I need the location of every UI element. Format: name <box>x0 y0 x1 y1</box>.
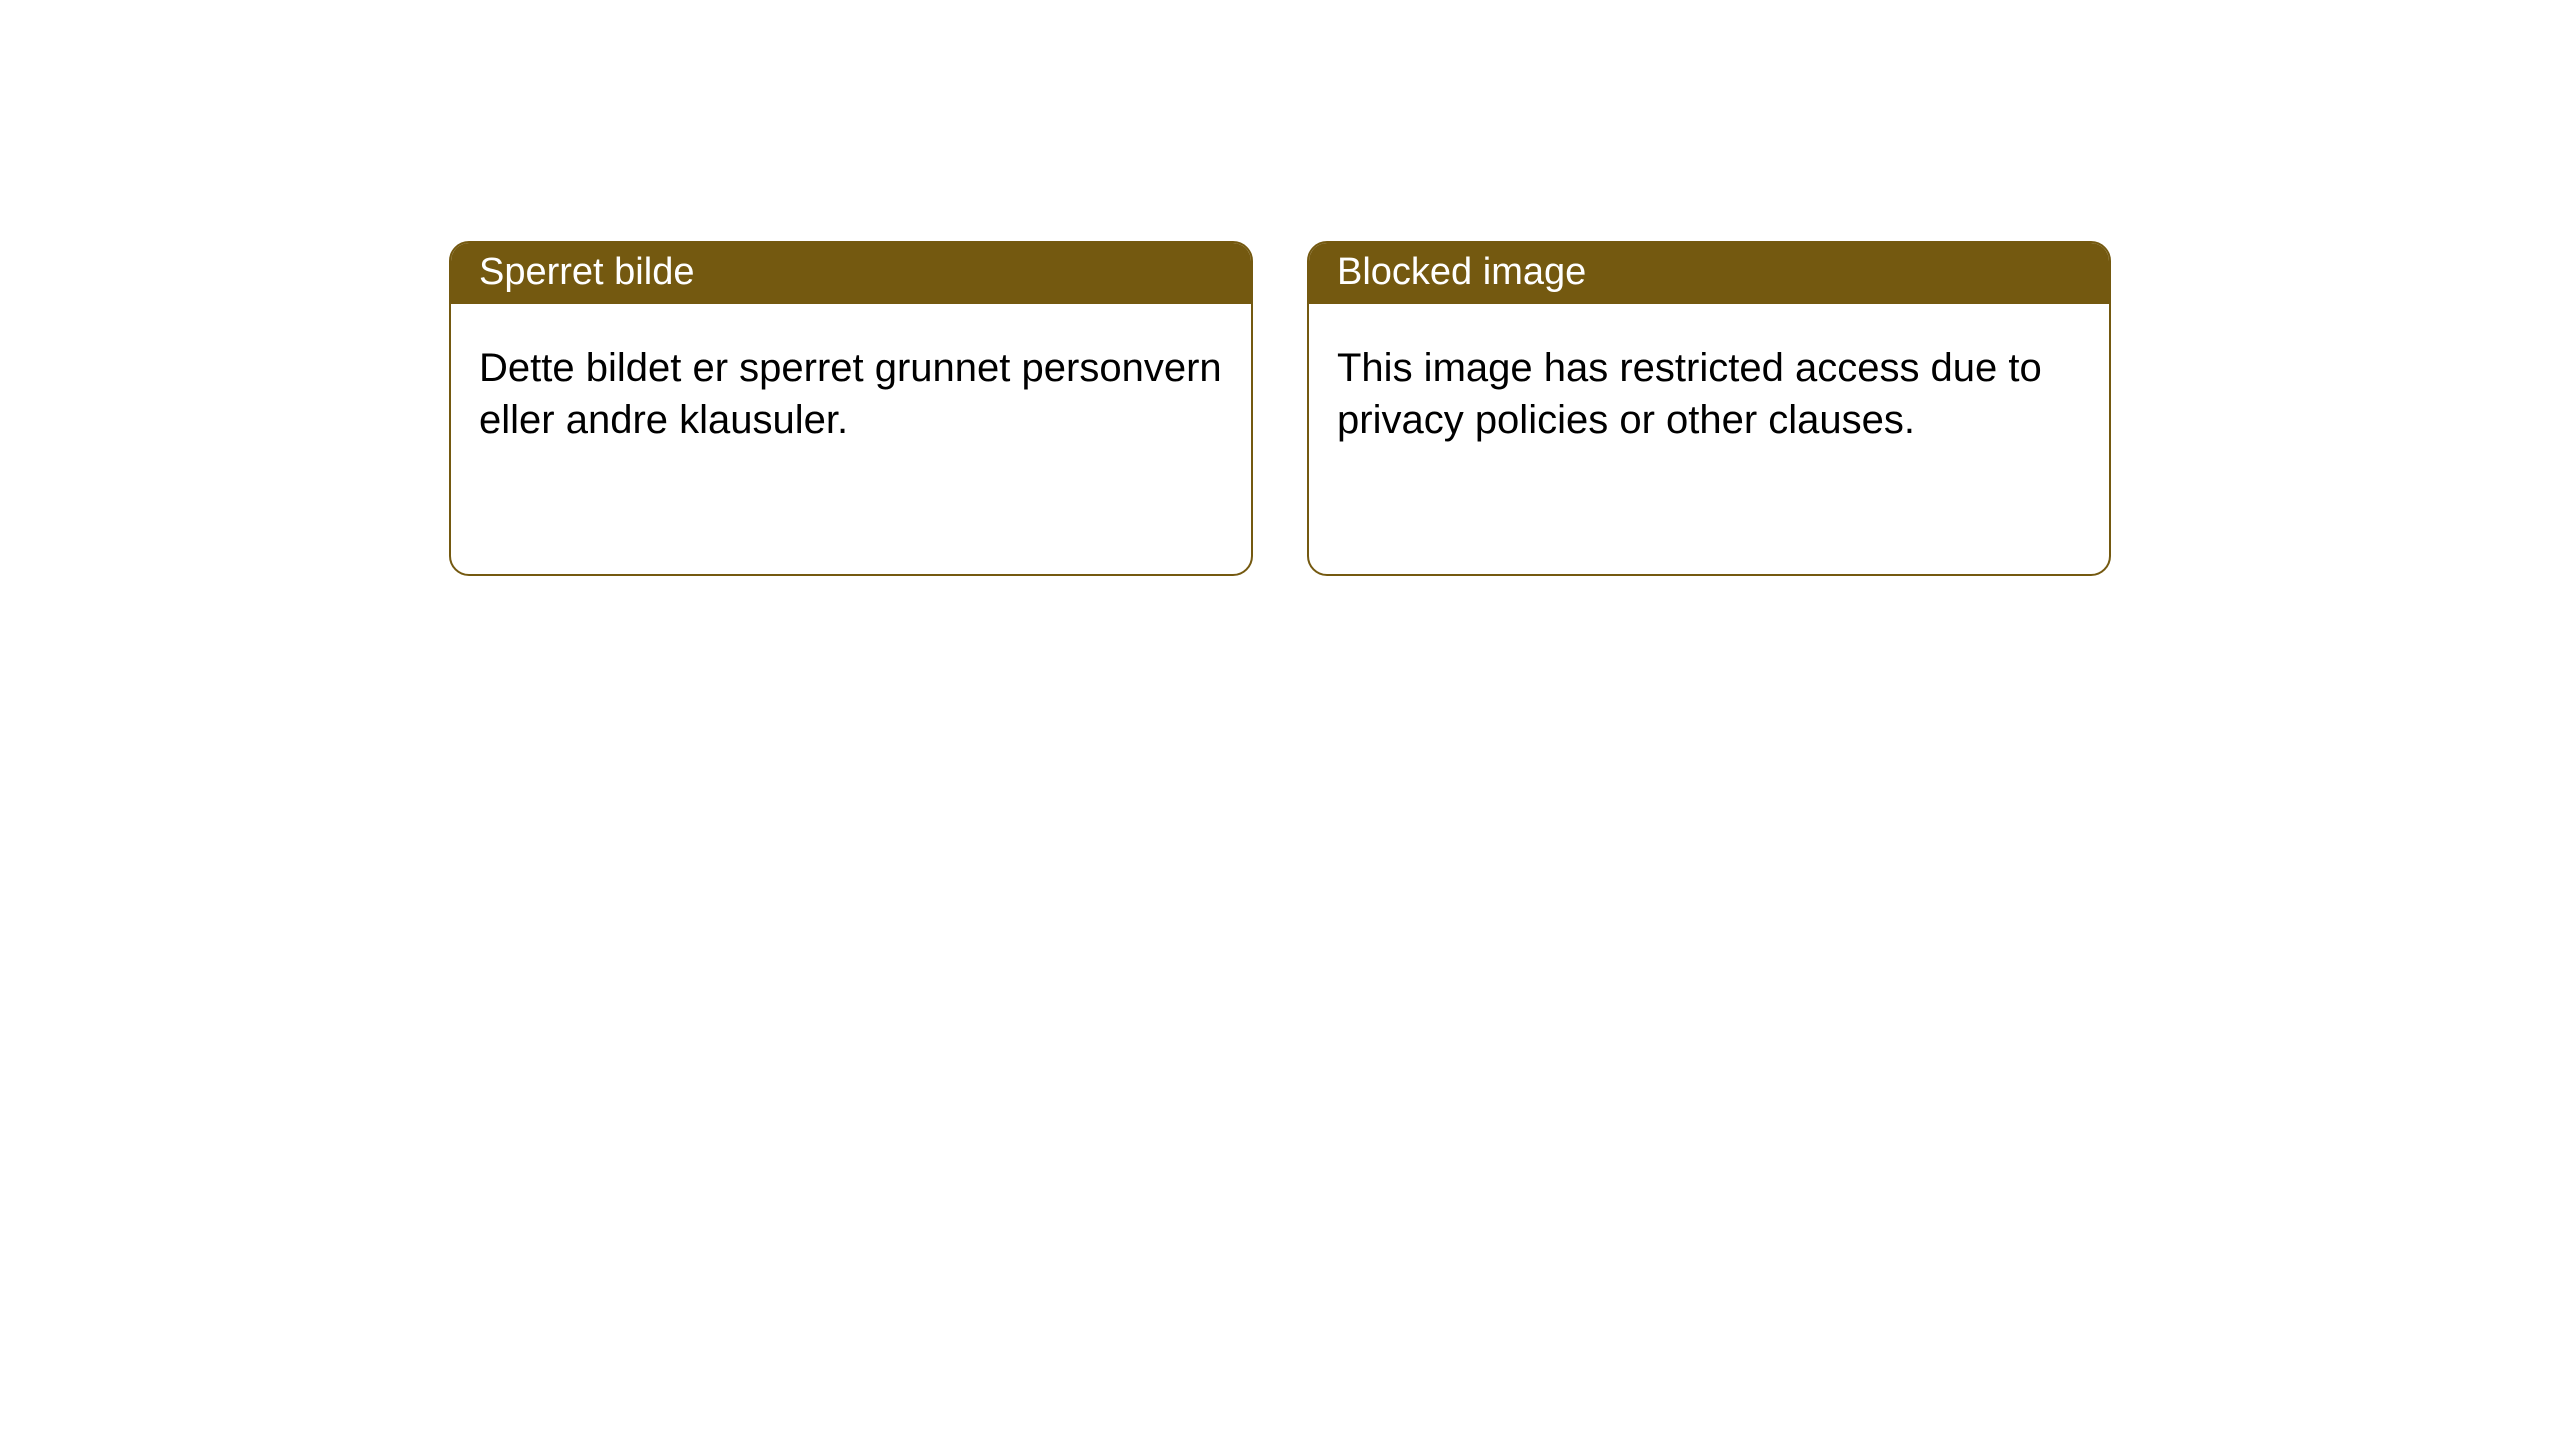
card-message: This image has restricted access due to … <box>1337 346 2042 442</box>
card-title: Blocked image <box>1337 251 1586 293</box>
card-body-norwegian: Dette bildet er sperret grunnet personve… <box>451 304 1251 484</box>
card-message: Dette bildet er sperret grunnet personve… <box>479 346 1222 442</box>
card-body-english: This image has restricted access due to … <box>1309 304 2109 484</box>
card-header-english: Blocked image <box>1309 243 2109 304</box>
card-header-norwegian: Sperret bilde <box>451 243 1251 304</box>
blocked-image-card-norwegian: Sperret bilde Dette bildet er sperret gr… <box>449 241 1253 576</box>
blocked-image-card-english: Blocked image This image has restricted … <box>1307 241 2111 576</box>
card-title: Sperret bilde <box>479 251 694 293</box>
notice-container: Sperret bilde Dette bildet er sperret gr… <box>449 241 2111 576</box>
